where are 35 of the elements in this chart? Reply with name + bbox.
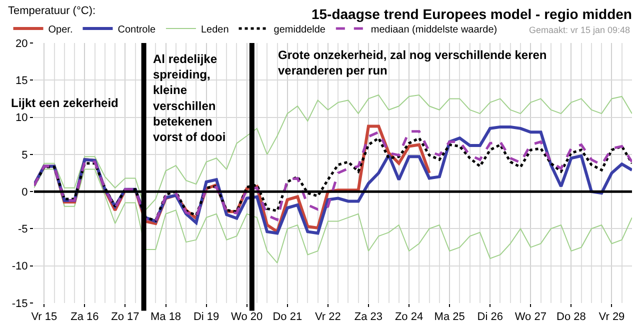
annotation: Lijkt een zekerheid: [11, 96, 118, 110]
x-tick-label: Wo 20: [231, 311, 263, 324]
legend-label: gemiddelde: [274, 24, 326, 36]
x-tick-label: Za 23: [354, 311, 383, 324]
legend-label: Leden: [200, 24, 229, 36]
y-tick-label: -10: [12, 260, 28, 273]
x-tick-label: Zo 17: [111, 311, 140, 324]
x-tick-label: Za 16: [70, 311, 99, 324]
x-tick-label: Do 28: [556, 311, 586, 324]
text: Gemaakt: vr 15 jan 09:48: [529, 25, 630, 35]
legend-label: Oper.: [48, 24, 73, 36]
y-tick-label: -15: [12, 298, 28, 310]
y-tick-label: 5: [22, 149, 28, 162]
legend-label: Controle: [118, 24, 156, 36]
x-tick-label: Di 19: [193, 311, 220, 324]
legend-label: mediaan (middelste waarde): [370, 24, 498, 36]
y-tick-label: 20: [16, 38, 28, 50]
y-tick-label: -5: [18, 224, 28, 236]
y-tick-label: 0: [22, 186, 28, 198]
x-tick-label: Di 26: [477, 311, 503, 324]
x-tick-label: Vr 22: [314, 311, 341, 324]
y-axis-title: Temperatuur (°C):: [8, 5, 96, 17]
y-tick-label: 15: [16, 74, 28, 87]
x-tick-label: Zo 24: [394, 311, 424, 324]
x-tick-label: Wo 27: [514, 311, 546, 324]
y-tick-label: 10: [16, 112, 28, 124]
x-tick-label: Vr 15: [31, 311, 58, 324]
chart-title: 15-daagse trend Europees model - regio midden: [311, 6, 632, 22]
x-tick-label: Ma 18: [150, 311, 182, 324]
annotation: Grote onzekerheid, zal nog verschillende keren veranderen per run: [278, 48, 547, 78]
x-tick-label: Do 21: [272, 311, 302, 324]
x-tick-label: Vr 29: [598, 311, 625, 324]
x-tick-label: Ma 25: [434, 311, 465, 324]
annotation: Al redelijke spreiding, kleine verschillen betekenen vorst of dooi: [153, 52, 226, 144]
line-series: [34, 168, 632, 264]
